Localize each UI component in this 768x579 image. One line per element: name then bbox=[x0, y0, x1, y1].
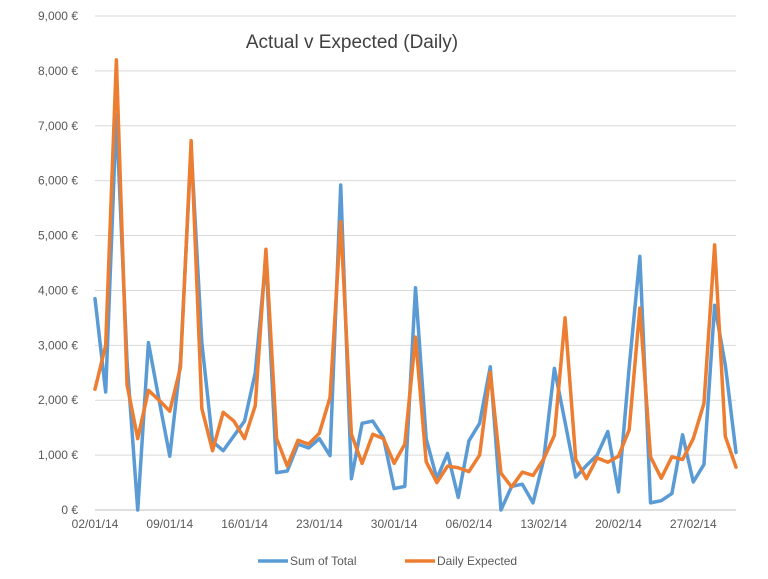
series-lines bbox=[93, 58, 738, 512]
x-tick-label: 09/01/14 bbox=[146, 517, 193, 531]
x-axis-tick-labels: 02/01/14 09/01/14 16/01/14 23/01/14 30/01/14… bbox=[72, 517, 717, 531]
y-tick-label: 9,000 € bbox=[38, 9, 78, 23]
y-tick-label: 8,000 € bbox=[38, 64, 78, 78]
y-tick-label: 1,000 € bbox=[38, 448, 78, 462]
y-tick-label: 3,000 € bbox=[38, 338, 78, 352]
x-tick-label: 20/02/14 bbox=[595, 517, 642, 531]
x-tick-label: 16/01/14 bbox=[221, 517, 268, 531]
series-line-daily-expected bbox=[93, 58, 738, 489]
y-tick-label: 7,000 € bbox=[38, 119, 78, 133]
legend-label: Sum of Total bbox=[290, 554, 356, 568]
y-axis-tick-labels: 0 € 1,000 € 2,000 € 3,000 € 4,000 € 5,000 € 6,… bbox=[38, 9, 78, 517]
y-tick-label: 6,000 € bbox=[38, 174, 78, 188]
chart-title: Actual v Expected (Daily) bbox=[246, 32, 458, 53]
y-tick-label: 4,000 € bbox=[38, 283, 78, 297]
y-tick-label: 0 € bbox=[61, 503, 78, 517]
x-tick-label: 06/02/14 bbox=[446, 517, 493, 531]
y-tick-label: 2,000 € bbox=[38, 393, 78, 407]
x-tick-label: 27/02/14 bbox=[670, 517, 717, 531]
legend: Sum of Total Daily Expected bbox=[258, 554, 517, 568]
x-tick-label: 23/01/14 bbox=[296, 517, 343, 531]
x-tick-label: 02/01/14 bbox=[72, 517, 119, 531]
x-tick-label: 13/02/14 bbox=[520, 517, 567, 531]
x-tick-label: 30/01/14 bbox=[371, 517, 418, 531]
legend-label: Daily Expected bbox=[437, 554, 517, 568]
series-line-sum-of-total bbox=[93, 113, 738, 512]
y-tick-label: 5,000 € bbox=[38, 229, 78, 243]
